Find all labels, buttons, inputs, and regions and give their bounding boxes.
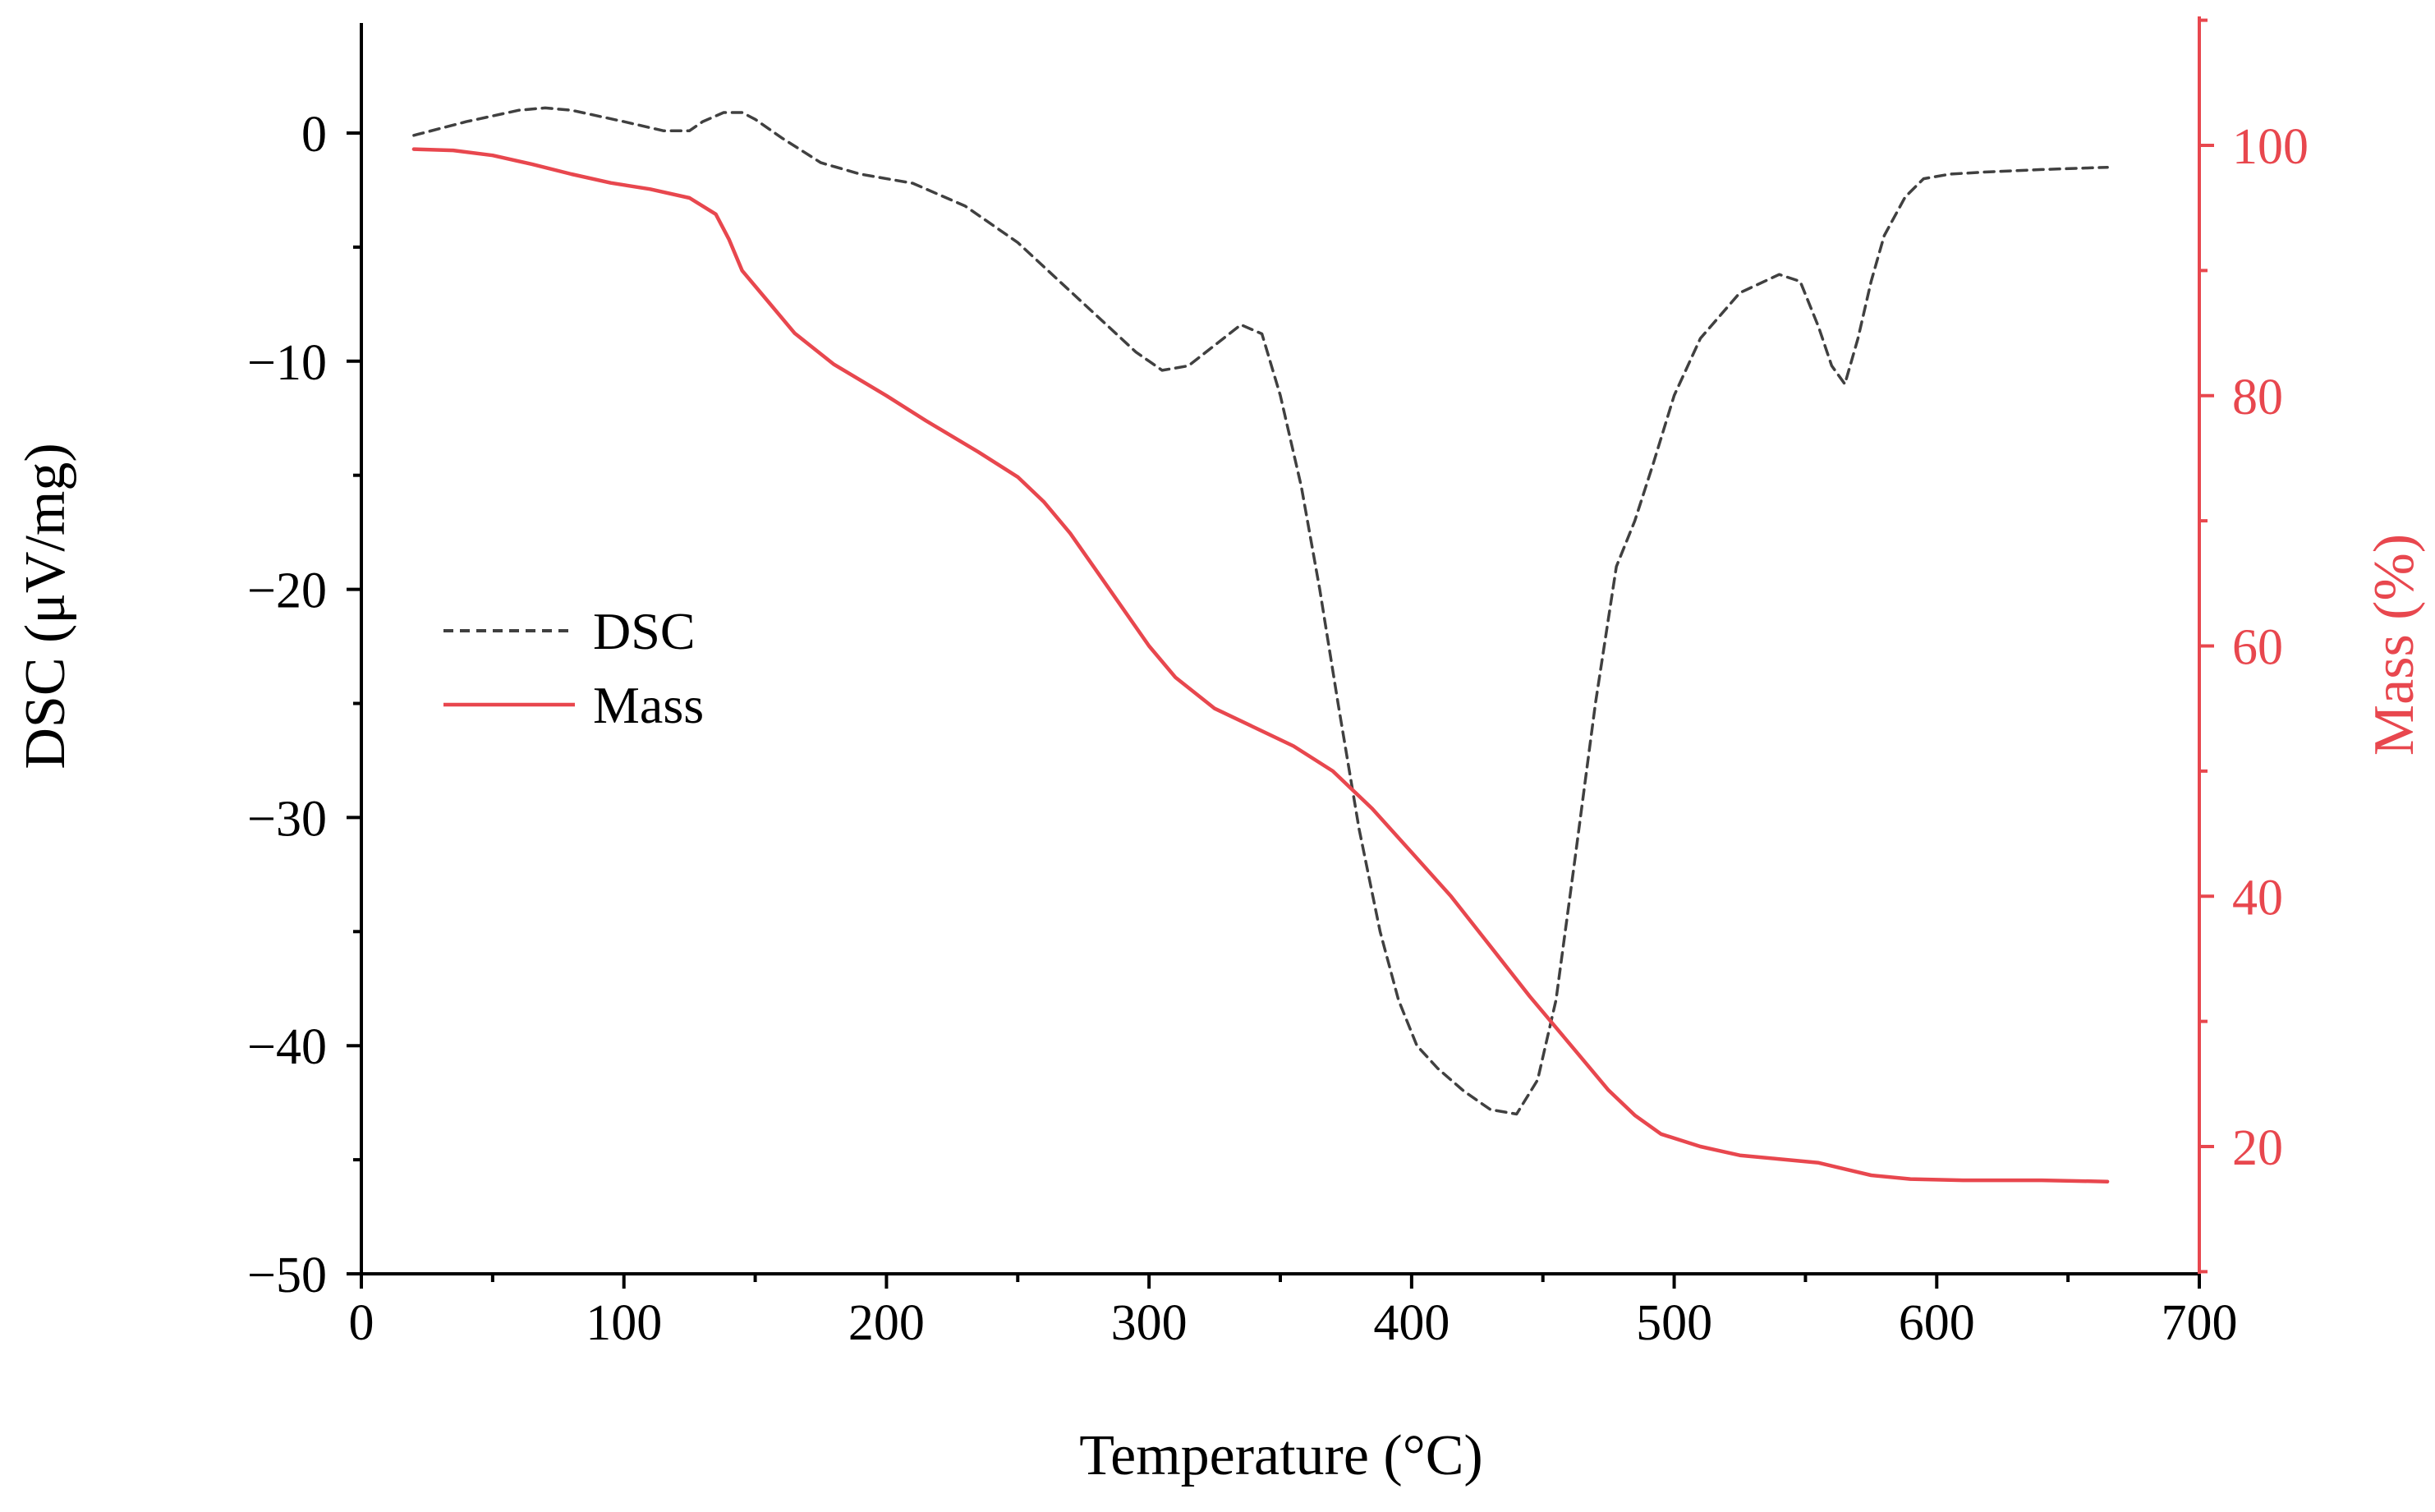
axes-layer: 0 100 200 300 400 500 600 700 0 −10 −20 −30 −40 −50 20… <box>247 16 2309 1351</box>
x-tick-label: 400 <box>1373 1295 1450 1351</box>
y-left-axis-title: DSC (μV/mg) <box>14 443 77 769</box>
y-left-tick-label: −20 <box>247 563 327 619</box>
y-right-axis-title: Mass (%) <box>2363 534 2426 756</box>
series-line-dsc <box>412 106 2109 1116</box>
y-left-tick-label: 0 <box>301 107 327 163</box>
y-left-tick-label: −50 <box>247 1248 327 1303</box>
x-tick-label: 700 <box>2162 1295 2238 1351</box>
y-left-tick-label: −40 <box>247 1019 327 1075</box>
y-right-tick-label: 60 <box>2232 620 2283 676</box>
x-tick-label: 0 <box>349 1295 374 1351</box>
y-right-tick-label: 20 <box>2232 1120 2283 1176</box>
x-tick-label: 100 <box>586 1295 662 1351</box>
y-left-tick-label: −30 <box>247 791 327 847</box>
x-tick-label: 500 <box>1636 1295 1712 1351</box>
legend-mass-label: Mass <box>593 676 704 734</box>
x-tick-label: 600 <box>1899 1295 1975 1351</box>
legend-dsc-label: DSC <box>593 602 696 660</box>
series-line-mass <box>411 147 2110 1183</box>
legend: DSC Mass <box>443 602 704 734</box>
labels-layer: Temperature (°C) DSC (μV/mg) Mass (%) <box>14 443 2426 1487</box>
y-right-tick-label: 40 <box>2232 870 2283 926</box>
y-right-tick-label: 100 <box>2232 119 2309 175</box>
y-left-tick-label: −10 <box>247 335 327 391</box>
y-right-tick-label: 80 <box>2232 370 2283 425</box>
x-axis-title: Temperature (°C) <box>1079 1424 1482 1487</box>
x-tick-label: 200 <box>848 1295 925 1351</box>
series-layer <box>411 106 2110 1183</box>
x-tick-label: 300 <box>1111 1295 1188 1351</box>
